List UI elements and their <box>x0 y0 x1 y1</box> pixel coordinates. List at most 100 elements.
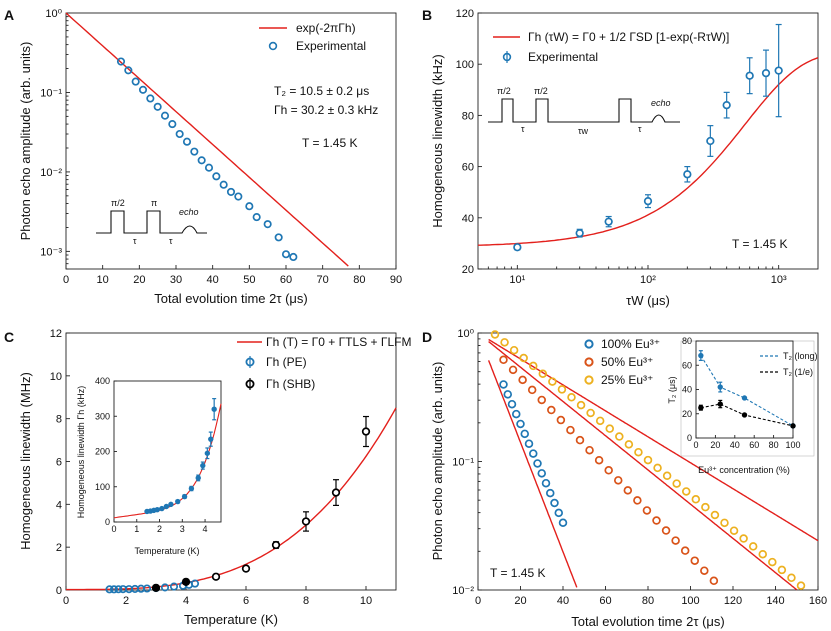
panel-a-t2-annotation: T₂ = 10.5 ± 0.2 μs <box>274 84 369 98</box>
panel-c-inset: 0 1 2 3 4 0 100 200 300 400 Temperature (K) Homog… <box>76 376 222 556</box>
panel-d-inset-xtick-label: 20 <box>710 440 720 450</box>
panel-c-ytick-label: 0 <box>56 585 62 597</box>
pulse-b-label-pi-half-1: π/2 <box>497 86 511 96</box>
panel-b-ytick-label: 20 <box>462 264 474 276</box>
panel-a-data-point <box>274 233 283 242</box>
panel-d: D 0 20 40 60 80 100 120 140 160 10⁰ 10⁻¹ 10⁻² Total… <box>422 328 827 629</box>
panel-d-data-point <box>748 542 758 551</box>
panel-c-shb-point <box>181 577 191 587</box>
panel-d-data-point <box>595 416 605 426</box>
panel-d-inset-data-point <box>698 352 704 359</box>
panel-a-xtick-label: 60 <box>280 274 292 286</box>
panel-d-temperature: T = 1.45 K <box>490 566 545 580</box>
panel-d-data-point <box>524 439 534 448</box>
panel-a-xlabel: Total evolution time 2τ (μs) <box>154 291 308 306</box>
panel-a-legend-data-swatch <box>268 41 278 51</box>
panel-a-pulse-sequence: π/2 π τ τ echo <box>96 198 207 246</box>
panel-d-data-point <box>567 393 576 402</box>
panel-a-data-point <box>263 220 272 229</box>
panel-d-data-point <box>586 408 595 418</box>
panel-c-inset-points <box>144 398 217 515</box>
panel-d-data-point <box>661 526 671 535</box>
panel-d-data-point <box>566 425 575 435</box>
panel-d-inset-xlabel: Eu³⁺ concentration (%) <box>698 465 790 475</box>
panel-d-data-point <box>604 466 613 475</box>
panel-d-legend-50-swatch <box>584 357 594 367</box>
panel-c-shb-point <box>331 488 341 497</box>
panel-d-ytick-label: 10⁻¹ <box>452 457 474 469</box>
panel-a-ylabel: Photon echo amplitude (arb. units) <box>18 42 33 241</box>
panel-d-xtick-label: 160 <box>809 595 827 607</box>
panel-b-data-point <box>575 229 584 238</box>
panel-d-data-point <box>653 463 662 473</box>
panel-d-data-point <box>520 429 529 439</box>
panel-d-fit-line <box>488 341 798 591</box>
panel-a-temperature: T = 1.45 K <box>302 136 357 150</box>
panel-b-ytick-label: 40 <box>462 213 474 225</box>
panel-c-inset-data-point <box>208 436 214 442</box>
panel-b-pulse-sequence: π/2 π/2 τ τw τ echo <box>488 86 680 136</box>
panel-a-data-point <box>153 102 162 111</box>
panel-a: A 0 10 20 30 40 50 60 70 80 90 10⁰ 10⁻¹ 10⁻² 10⁻³ Tot… <box>4 7 402 306</box>
panel-b: B 10¹ 10² 10³ 20 40 60 80 100 120 τW (μs) Homoge… <box>422 7 819 308</box>
panel-d-data-point <box>548 377 557 386</box>
panel-d-legend-25: 25% Eu³⁺ <box>601 373 653 387</box>
panel-c-inset-data-point <box>168 501 174 508</box>
panel-d-data-point <box>527 385 537 395</box>
panel-a-data-point <box>175 129 184 139</box>
panel-d-data-point <box>615 432 624 441</box>
panel-b-temperature: T = 1.45 K <box>732 237 787 251</box>
panel-d-inset-ylabel: T₂ (μs) <box>667 376 677 403</box>
panel-d-data-point <box>662 471 672 481</box>
panel-d-xtick-label: 60 <box>599 595 611 607</box>
panel-c-ytick-label: 8 <box>56 414 62 426</box>
panel-d-data-point <box>729 526 739 535</box>
panel-c-shb-point <box>151 583 161 593</box>
panel-b-data-point <box>745 71 754 80</box>
panel-b-points <box>513 23 783 252</box>
panel-d-ticks: 0 20 40 60 80 100 120 140 160 10⁰ 10⁻¹ 10⁻² <box>452 328 827 607</box>
panel-d-data-point <box>605 424 614 433</box>
panel-d-data-point <box>690 556 699 565</box>
pulse-b-label-tau-1: τ <box>521 124 525 134</box>
panel-c-pe-point <box>109 585 119 594</box>
panel-b-legend-data: Experimental <box>528 50 598 64</box>
panel-c-ytick-label: 6 <box>56 457 62 469</box>
pulse-label-pi: π <box>151 198 157 208</box>
panel-c-inset-ticks: 0 1 2 3 4 0 100 200 300 400 <box>95 376 208 534</box>
panel-d-xlabel: Total evolution time 2τ (μs) <box>571 614 725 629</box>
panel-d-inset-data-point <box>717 401 723 407</box>
panel-c-xtick-label: 6 <box>243 595 249 607</box>
panel-a-data-point <box>234 192 243 201</box>
panel-b-legend-fit: Γh (τW) = Γ0 + 1/2 ΓSD [1-exp(-RτW)] <box>528 30 729 44</box>
panel-c-xtick-label: 10 <box>360 595 372 607</box>
panel-d-inset-legend-e: T₂ (1/e) <box>783 367 813 377</box>
panel-d-data-point <box>490 330 500 339</box>
panel-d-inset-frame <box>695 340 794 439</box>
panel-d-data-point <box>701 502 710 512</box>
panel-c-ytick-label: 2 <box>56 542 62 554</box>
panel-d-inset-ytick-label: 20 <box>682 409 692 419</box>
panel-d-data-point <box>787 573 796 583</box>
panel-c-fit-line <box>66 407 397 591</box>
panel-c-shb-point <box>361 427 371 436</box>
panel-a-data-point <box>146 94 155 103</box>
pulse-b-label-pi-half-2: π/2 <box>534 86 548 96</box>
panel-a-gamma-annotation: Γh = 30.2 ± 0.3 kHz <box>274 103 378 117</box>
panel-d-xtick-label: 100 <box>681 595 699 607</box>
panel-d-data-point <box>624 440 634 449</box>
panel-d-legend-100: 100% Eu³⁺ <box>601 337 660 351</box>
panel-c-inset-data-point <box>211 406 217 412</box>
panel-d-inset-line <box>700 403 794 427</box>
panel-a-xtick-label: 0 <box>63 274 69 286</box>
panel-a-data-point <box>219 180 228 189</box>
panel-d-data-point <box>758 549 767 559</box>
panel-d-fit-line <box>488 338 819 542</box>
panel-b-data-point <box>774 66 783 75</box>
panel-a-xtick-label: 90 <box>390 274 402 286</box>
panel-a-xtick-label: 30 <box>170 274 182 286</box>
panel-d-data-point <box>576 400 586 410</box>
panel-c-inset-xtick-label: 4 <box>203 524 208 534</box>
